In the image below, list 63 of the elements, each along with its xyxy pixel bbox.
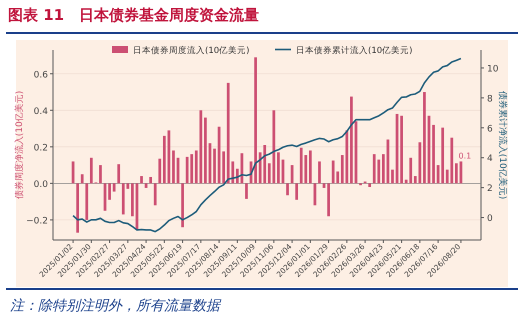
bar	[222, 151, 226, 184]
bar	[318, 161, 321, 184]
bar	[90, 158, 93, 184]
bar	[414, 176, 417, 184]
y-tick-label: 0.0	[34, 180, 48, 190]
bar	[140, 176, 143, 184]
bar	[377, 160, 380, 184]
bar	[154, 183, 157, 206]
bar	[418, 142, 422, 184]
y2-tick-label: 0	[487, 214, 493, 224]
y-tick-label: −0.2	[26, 216, 48, 226]
bar	[190, 154, 194, 184]
bar	[144, 183, 148, 188]
bar	[286, 183, 289, 196]
y-tick-label: 0.2	[34, 143, 48, 154]
bar	[162, 136, 166, 184]
bar	[80, 174, 84, 184]
title: 图表 11 日本债券基金周度资金流量	[8, 6, 260, 24]
bar	[372, 154, 376, 184]
bar	[304, 155, 308, 184]
bar	[295, 183, 298, 200]
bar	[300, 148, 303, 184]
bar	[122, 183, 125, 214]
bar	[149, 176, 152, 184]
bar	[290, 165, 294, 184]
y-axis-title: 债券周度净流入(10亿美元)	[14, 90, 25, 200]
bar	[72, 161, 74, 184]
y2-tick-label: 4	[487, 154, 493, 164]
bar	[194, 150, 198, 184]
bar	[382, 154, 385, 184]
bar	[240, 153, 244, 184]
y2-tick-label: 2	[487, 184, 493, 194]
y2-tick-label: 8	[487, 94, 493, 104]
bar	[126, 183, 130, 189]
bar	[245, 183, 248, 199]
bar	[336, 171, 340, 184]
bar	[446, 170, 449, 184]
bar	[314, 183, 316, 206]
bar	[199, 110, 202, 184]
y-tick-label: 0.6	[34, 70, 48, 80]
bar	[454, 163, 458, 184]
bar	[441, 128, 444, 184]
y2-tick-label: 6	[487, 124, 493, 134]
bar	[308, 150, 312, 184]
y2-axis-title: 债券累计净流入(10亿美元)	[497, 90, 508, 200]
bar	[409, 158, 412, 184]
bar	[332, 160, 335, 184]
data-label: 0.1	[458, 151, 472, 160]
bar	[181, 183, 184, 228]
legend-label: 日本债券周度流入(10亿美元)	[133, 45, 250, 56]
y-tick-label: 0.4	[34, 106, 48, 117]
legend-label: 日本债券累计流入(10亿美元)	[296, 45, 412, 56]
bar	[404, 180, 408, 184]
bar	[450, 138, 454, 184]
y2-tick-label: 10	[487, 64, 499, 74]
bar	[268, 163, 271, 184]
bar	[85, 183, 88, 220]
bar	[158, 158, 162, 184]
text: 注：除特别注明外，所有流量数据	[10, 298, 222, 314]
bar	[186, 156, 189, 184]
bar	[340, 155, 344, 184]
bar	[117, 164, 120, 184]
bar	[460, 161, 462, 184]
